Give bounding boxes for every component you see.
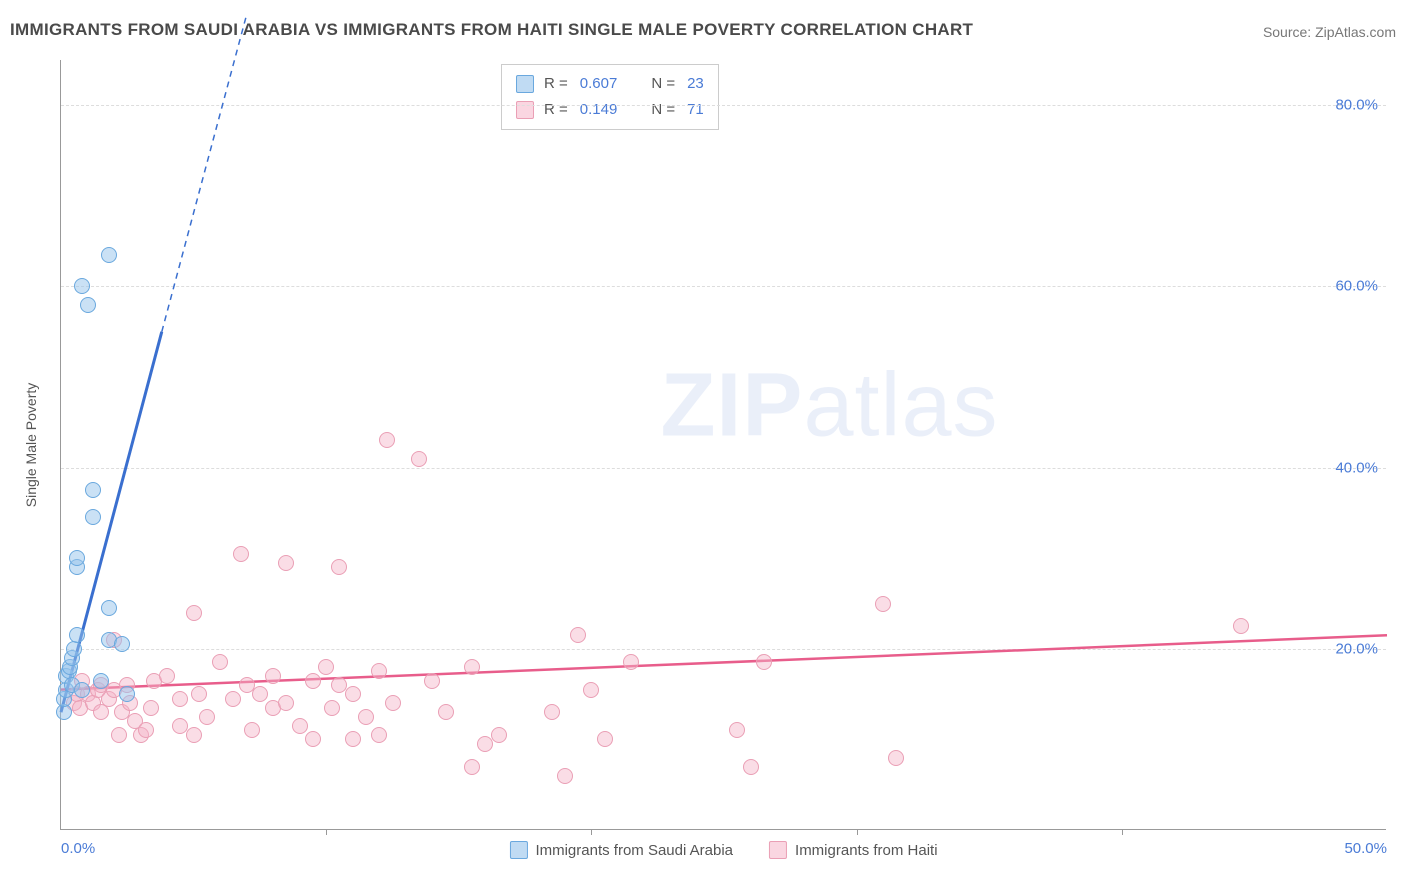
scatter-point [186, 727, 202, 743]
scatter-point [80, 297, 96, 313]
scatter-point [101, 247, 117, 263]
scatter-point [1233, 618, 1249, 634]
scatter-point [191, 686, 207, 702]
scatter-point [583, 682, 599, 698]
scatter-point [318, 659, 334, 675]
scatter-point [199, 709, 215, 725]
scatter-point [265, 668, 281, 684]
scatter-point [464, 759, 480, 775]
scatter-point [66, 641, 82, 657]
scatter-point [143, 700, 159, 716]
scatter-point [557, 768, 573, 784]
scatter-point [74, 682, 90, 698]
scatter-point [278, 555, 294, 571]
bottom-legend-item: Immigrants from Saudi Arabia [509, 841, 733, 859]
scatter-point [244, 722, 260, 738]
scatter-point [371, 663, 387, 679]
chart-container: IMMIGRANTS FROM SAUDI ARABIA VS IMMIGRAN… [10, 20, 1396, 880]
scatter-point [186, 605, 202, 621]
scatter-point [74, 278, 90, 294]
scatter-point [411, 451, 427, 467]
scatter-point [85, 509, 101, 525]
scatter-point [69, 550, 85, 566]
scatter-point [743, 759, 759, 775]
y-axis-label: Single Male Poverty [23, 382, 39, 507]
scatter-point [101, 600, 117, 616]
bottom-legend-item: Immigrants from Haiti [769, 841, 938, 859]
scatter-point [424, 673, 440, 689]
series-label: Immigrants from Haiti [795, 842, 938, 859]
scatter-point [875, 596, 891, 612]
scatter-point [69, 627, 85, 643]
scatter-point [225, 691, 241, 707]
scatter-point [212, 654, 228, 670]
plot-area: Single Male Poverty ZIPatlas R =0.607N =… [60, 60, 1386, 830]
scatter-point [111, 727, 127, 743]
scatter-point [379, 432, 395, 448]
scatter-point [371, 727, 387, 743]
scatter-point [305, 731, 321, 747]
scatter-point [159, 668, 175, 684]
scatter-point [93, 673, 109, 689]
scatter-point [172, 691, 188, 707]
source-text: Source: ZipAtlas.com [1263, 24, 1396, 40]
scatter-point [331, 559, 347, 575]
scatter-point [438, 704, 454, 720]
series-label: Immigrants from Saudi Arabia [535, 842, 733, 859]
scatter-point [138, 722, 154, 738]
scatter-point [119, 686, 135, 702]
scatter-point [544, 704, 560, 720]
legend-swatch [509, 841, 527, 859]
chart-title: IMMIGRANTS FROM SAUDI ARABIA VS IMMIGRAN… [10, 20, 1396, 40]
scatter-point [345, 731, 361, 747]
scatter-point [464, 659, 480, 675]
scatter-point [324, 700, 340, 716]
scatter-point [491, 727, 507, 743]
scatter-point [233, 546, 249, 562]
legend-swatch [769, 841, 787, 859]
scatter-point [756, 654, 772, 670]
scatter-point [345, 686, 361, 702]
x-tick-label: 50.0% [1344, 840, 1387, 857]
scatter-point [93, 704, 109, 720]
scatter-point [114, 636, 130, 652]
scatter-point [85, 482, 101, 498]
scatter-point [623, 654, 639, 670]
scatter-point [278, 695, 294, 711]
scatter-point [888, 750, 904, 766]
x-tick-label: 0.0% [61, 840, 95, 857]
scatter-point [252, 686, 268, 702]
bottom-legend: Immigrants from Saudi Arabia Immigrants f… [509, 841, 937, 859]
scatter-point [385, 695, 401, 711]
scatter-point [292, 718, 308, 734]
scatter-point [305, 673, 321, 689]
trend-lines-svg [61, 60, 1387, 830]
scatter-point [597, 731, 613, 747]
scatter-point [729, 722, 745, 738]
scatter-point [358, 709, 374, 725]
scatter-point [570, 627, 586, 643]
